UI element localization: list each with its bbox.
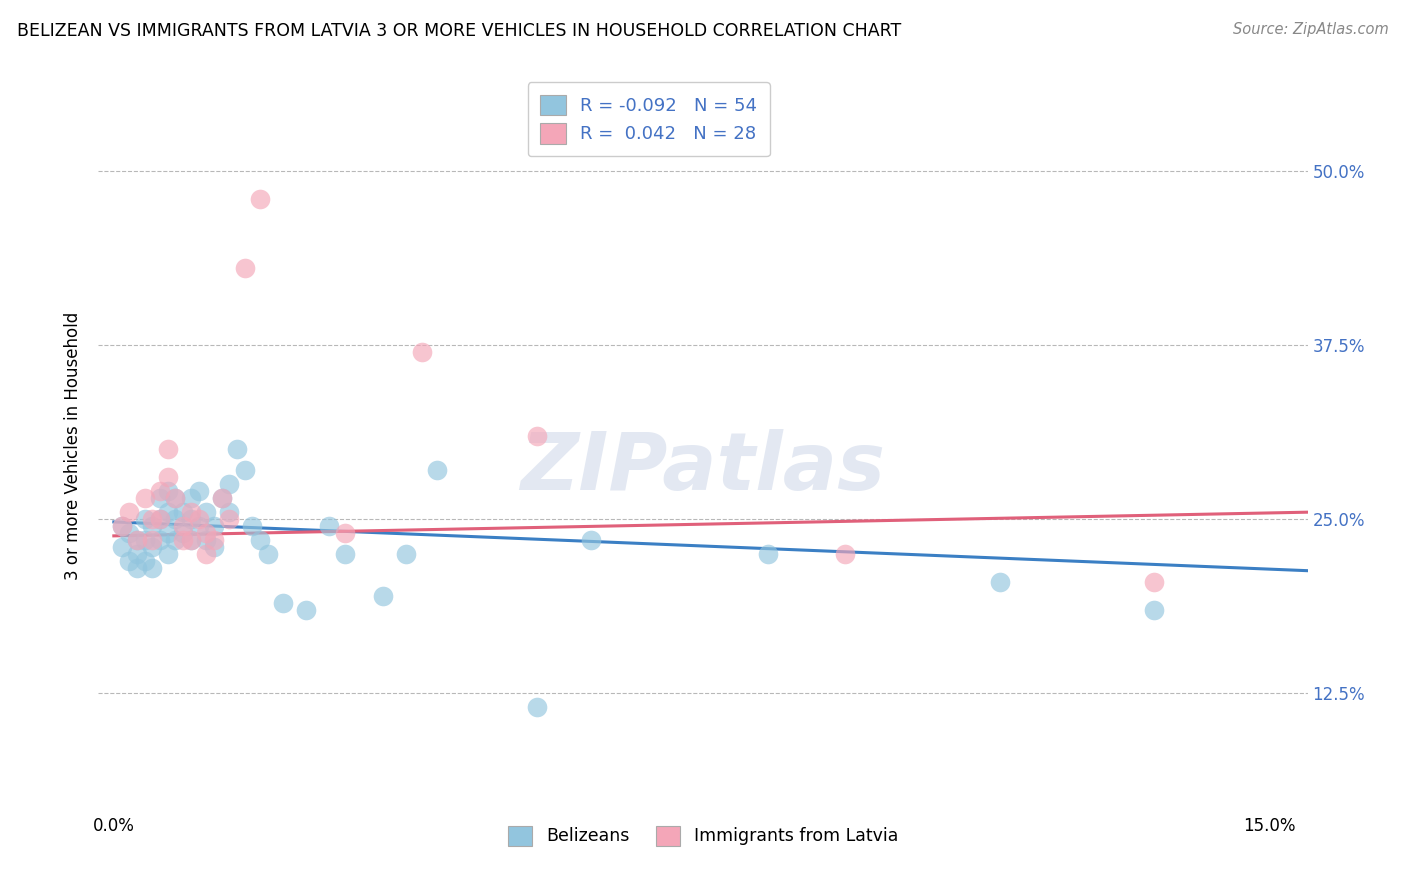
- Point: [180, 505, 202, 519]
- Point: [156, 484, 179, 499]
- Point: [180, 533, 202, 547]
- Point: [333, 547, 356, 561]
- Point: [165, 491, 187, 506]
- Point: [249, 533, 271, 547]
- Point: [373, 589, 395, 603]
- Point: [249, 192, 271, 206]
- Point: [411, 345, 433, 359]
- Point: [125, 547, 148, 561]
- Point: [125, 533, 148, 547]
- Point: [295, 603, 318, 617]
- Point: [426, 463, 449, 477]
- Point: [233, 261, 256, 276]
- Point: [118, 554, 141, 568]
- Point: [172, 533, 194, 547]
- Point: [134, 554, 156, 568]
- Point: [195, 526, 218, 541]
- Point: [195, 505, 218, 519]
- Point: [195, 547, 218, 561]
- Point: [125, 561, 148, 575]
- Point: [156, 526, 179, 541]
- Point: [156, 547, 179, 561]
- Point: [333, 526, 356, 541]
- Point: [218, 505, 240, 519]
- Point: [110, 540, 132, 554]
- Point: [180, 533, 202, 547]
- Point: [134, 533, 156, 547]
- Point: [156, 505, 179, 519]
- Point: [141, 533, 163, 547]
- Point: [211, 491, 233, 506]
- Point: [165, 512, 187, 526]
- Point: [165, 491, 187, 506]
- Point: [271, 596, 294, 610]
- Point: [187, 519, 209, 533]
- Point: [180, 512, 202, 526]
- Point: [257, 547, 280, 561]
- Point: [156, 442, 179, 457]
- Point: [195, 533, 218, 547]
- Point: [988, 574, 1011, 589]
- Point: [202, 519, 225, 533]
- Point: [1142, 574, 1164, 589]
- Point: [202, 540, 225, 554]
- Point: [125, 533, 148, 547]
- Point: [242, 519, 264, 533]
- Point: [149, 512, 172, 526]
- Point: [395, 547, 418, 561]
- Point: [834, 547, 856, 561]
- Point: [149, 484, 172, 499]
- Point: [187, 512, 209, 526]
- Point: [110, 519, 132, 533]
- Text: ZIPatlas: ZIPatlas: [520, 429, 886, 507]
- Point: [172, 519, 194, 533]
- Point: [149, 512, 172, 526]
- Text: BELIZEAN VS IMMIGRANTS FROM LATVIA 3 OR MORE VEHICLES IN HOUSEHOLD CORRELATION C: BELIZEAN VS IMMIGRANTS FROM LATVIA 3 OR …: [17, 22, 901, 40]
- Point: [118, 526, 141, 541]
- Point: [134, 512, 156, 526]
- Point: [149, 533, 172, 547]
- Point: [233, 463, 256, 477]
- Point: [118, 505, 141, 519]
- Point: [165, 533, 187, 547]
- Point: [134, 491, 156, 506]
- Point: [211, 491, 233, 506]
- Point: [526, 428, 548, 442]
- Point: [218, 512, 240, 526]
- Point: [180, 491, 202, 506]
- Point: [172, 505, 194, 519]
- Point: [141, 561, 163, 575]
- Legend: Belizeans, Immigrants from Latvia: Belizeans, Immigrants from Latvia: [499, 817, 907, 855]
- Point: [202, 533, 225, 547]
- Point: [318, 519, 340, 533]
- Point: [110, 519, 132, 533]
- Point: [141, 512, 163, 526]
- Point: [581, 533, 603, 547]
- Point: [141, 519, 163, 533]
- Point: [149, 491, 172, 506]
- Point: [172, 526, 194, 541]
- Point: [758, 547, 780, 561]
- Y-axis label: 3 or more Vehicles in Household: 3 or more Vehicles in Household: [65, 312, 83, 580]
- Point: [141, 540, 163, 554]
- Point: [156, 470, 179, 484]
- Point: [226, 442, 249, 457]
- Point: [526, 700, 548, 714]
- Text: Source: ZipAtlas.com: Source: ZipAtlas.com: [1233, 22, 1389, 37]
- Point: [218, 477, 240, 491]
- Point: [1142, 603, 1164, 617]
- Point: [187, 484, 209, 499]
